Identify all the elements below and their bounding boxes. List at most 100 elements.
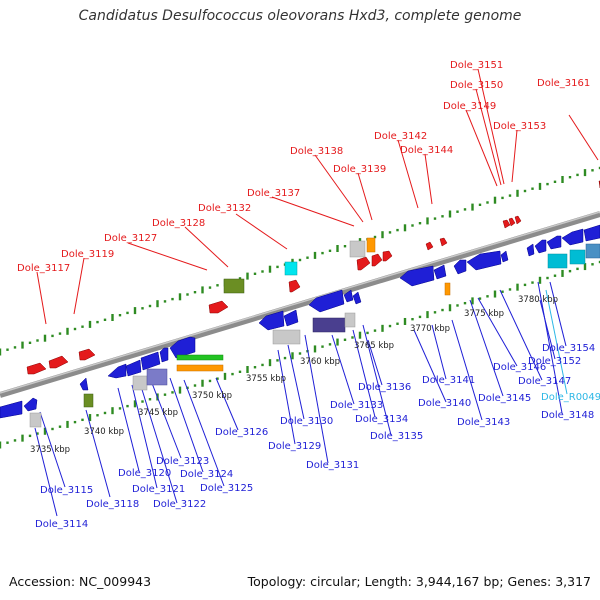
top-tick-mark [493, 196, 497, 204]
gene-label-top[interactable]: Dole_3161 [537, 78, 590, 89]
gene-label-bottom[interactable]: Dole_3114 [35, 519, 88, 530]
gene-label-bottom[interactable]: Dole_3120 [118, 468, 171, 479]
gene-label-top[interactable]: Dole_3151 [450, 60, 503, 71]
feature-grey [349, 240, 366, 258]
gene-label-bottom[interactable]: Dole_3141 [422, 375, 475, 386]
bottom-tick-mark [396, 322, 399, 325]
gene-arrow [0, 400, 23, 419]
kbp-label: 3735 kbp [30, 445, 70, 455]
gene-label-top[interactable]: Dole_3149 [443, 101, 496, 112]
top-tick-mark [43, 334, 47, 342]
gene-label-top[interactable]: Dole_3139 [333, 164, 386, 175]
gene-label-top[interactable]: Dole_3119 [61, 249, 114, 260]
bottom-tick-mark [523, 283, 527, 287]
gene-label-bottom[interactable]: Dole_3135 [370, 431, 423, 442]
top-tick-mark [36, 339, 39, 342]
gene-label-bottom[interactable]: Dole_3130 [280, 416, 333, 427]
top-tick-mark [486, 201, 489, 204]
bottom-tick-mark [343, 338, 347, 341]
gene-arrow [208, 300, 229, 314]
gene-arrow [371, 253, 383, 267]
kbp-label: 3745 kbp [138, 408, 178, 418]
gene-label-bottom[interactable]: Dole_3131 [306, 460, 359, 471]
bottom-tick-mark [6, 441, 9, 444]
top-tick-mark [133, 307, 137, 315]
gene-label-bottom[interactable]: Dole_3145 [478, 393, 531, 404]
gene-label-bottom[interactable]: Dole_3126 [215, 427, 268, 438]
gene-label-bottom[interactable]: Dole_3123 [156, 456, 209, 467]
gene-arrow [26, 362, 47, 375]
bottom-tick-mark [456, 304, 459, 307]
top-tick-mark [561, 176, 564, 183]
gene-label-bottom[interactable]: Dole_3115 [40, 485, 93, 496]
gene-arrow [500, 250, 509, 263]
top-tick-mark [441, 215, 444, 218]
bottom-tick-mark [411, 317, 414, 321]
bottom-tick-mark [486, 295, 489, 298]
gene-label-top[interactable]: Dole_3153 [493, 121, 546, 132]
gene-label-top[interactable]: Dole_3128 [152, 218, 205, 229]
gene-label-top[interactable]: Dole_3137 [247, 188, 300, 199]
bottom-tick-mark [133, 400, 137, 408]
gene-label-rna[interactable]: Dole_R0049 [541, 392, 600, 403]
gene-label-top[interactable]: Dole_3144 [400, 145, 453, 156]
kbp-label: 3780 kbp [518, 295, 558, 305]
gene-arrow [258, 310, 285, 331]
bottom-tick-mark [96, 414, 99, 417]
top-tick-mark [111, 314, 114, 321]
gene-arrow [352, 291, 362, 305]
top-tick-mark [538, 182, 542, 190]
gene-label-bottom[interactable]: Dole_3146 [493, 362, 546, 373]
gene-label-bottom[interactable]: Dole_3147 [518, 376, 571, 387]
top-tick-mark [471, 203, 474, 211]
top-tick-mark [426, 217, 429, 225]
bottom-tick-mark [583, 263, 587, 271]
genome-backbone [0, 211, 600, 398]
gene-label-top[interactable]: Dole_3132 [198, 203, 251, 214]
gene-label-bottom[interactable]: Dole_3122 [153, 499, 206, 510]
bottom-tick-mark [493, 290, 497, 298]
bottom-tick-mark [433, 311, 437, 314]
gene-label-bottom[interactable]: Dole_3124 [180, 469, 233, 480]
top-tick-mark [433, 217, 437, 220]
gene-label-top[interactable]: Dole_3142 [374, 131, 427, 142]
bottom-tick-mark [373, 329, 377, 332]
bottom-tick-mark [51, 427, 54, 431]
top-tick-mark [418, 222, 422, 225]
top-tick-mark [13, 346, 17, 349]
bottom-tick-mark [163, 393, 167, 396]
gene-label-bottom[interactable]: Dole_3152 [528, 356, 581, 367]
bottom-tick-mark [351, 336, 354, 339]
gene-label-bottom[interactable]: Dole_3143 [457, 417, 510, 428]
top-tick-mark [501, 196, 504, 200]
gene-label-bottom[interactable]: Dole_3136 [358, 382, 411, 393]
gene-label-top[interactable]: Dole_3127 [104, 233, 157, 244]
gene-label-bottom[interactable]: Dole_3118 [86, 499, 139, 510]
top-tick-mark [96, 320, 99, 324]
gene-label-top[interactable]: Dole_3138 [290, 146, 343, 157]
gene-label-bottom[interactable]: Dole_3133 [330, 400, 383, 411]
gene-label-bottom[interactable]: Dole_3129 [268, 441, 321, 452]
bottom-tick-mark [171, 391, 174, 394]
gene-label-bottom[interactable]: Dole_3125 [200, 483, 253, 494]
kbp-label: 3775 kbp [464, 309, 504, 319]
gene-label-bottom[interactable]: Dole_3140 [418, 398, 471, 409]
gene-label-bottom[interactable]: Dole_3148 [541, 410, 594, 421]
top-tick-mark [306, 256, 309, 259]
genome-stats: Topology: circular; Length: 3,944,167 bp… [247, 574, 591, 589]
gene-arrow [534, 239, 547, 254]
bottom-tick-mark [66, 420, 69, 428]
bottom-tick-mark [141, 400, 144, 403]
gene-label-top[interactable]: Dole_3150 [450, 80, 503, 91]
bottom-tick-mark [261, 363, 264, 367]
gene-label-bottom[interactable]: Dole_3134 [355, 414, 408, 425]
bottom-tick-mark [546, 276, 549, 280]
gene-label-bottom[interactable]: Dole_3121 [132, 484, 185, 495]
bottom-tick-mark [111, 407, 114, 415]
bottom-tick-mark [508, 288, 512, 291]
bottom-tick-mark [216, 377, 219, 380]
top-tick-mark [328, 249, 332, 252]
kbp-label: 3750 kbp [192, 391, 232, 401]
gene-label-bottom[interactable]: Dole_3154 [542, 343, 595, 354]
gene-label-top[interactable]: Dole_3117 [17, 263, 70, 274]
